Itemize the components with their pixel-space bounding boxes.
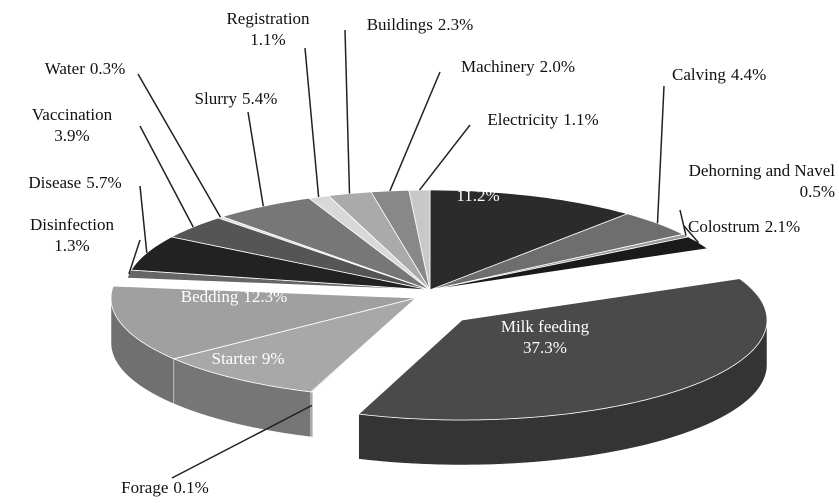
category-label: Disease	[28, 173, 81, 192]
value-label: 1.1%	[563, 110, 598, 129]
slice-label: Buildings 2.3%	[367, 15, 474, 34]
slice-label: Calving 4.4%	[672, 65, 766, 84]
value-label: 3.9%	[54, 126, 89, 145]
value-label: 2.3%	[438, 15, 473, 34]
leader-line	[683, 225, 700, 244]
slice-label: Water 0.3%	[45, 59, 126, 78]
category-label: Registration	[226, 9, 310, 28]
slice	[172, 297, 417, 393]
value-label: 5.7%	[86, 173, 121, 192]
slice	[221, 197, 431, 291]
slice-label: Starter 9%	[212, 349, 285, 368]
slice-label: Forage 0.1%	[121, 478, 209, 497]
category-label: Electricity	[487, 110, 558, 129]
value-label: 5.4%	[242, 89, 277, 108]
value-label: 0.1%	[173, 478, 208, 497]
slice-label: Labour 11.2%	[453, 165, 502, 205]
value-label: 12.3%	[243, 287, 287, 306]
value-label: 4.4%	[731, 65, 766, 84]
category-label: Colostrum	[688, 217, 760, 236]
slice-label: Milk feeding 37.3%	[501, 317, 590, 357]
leader-line	[139, 125, 194, 228]
slice-label: Registration 1.1%	[226, 9, 310, 49]
value-label: 0.5%	[800, 182, 835, 201]
value-label: 2.0%	[540, 57, 575, 76]
leader-line	[418, 124, 471, 191]
slice	[110, 285, 417, 360]
slice-side	[310, 391, 313, 438]
slice-label: Slurry 5.4%	[195, 89, 278, 108]
leader-line	[137, 73, 222, 218]
leader-line	[247, 111, 265, 207]
value-label: 11.2%	[456, 186, 499, 205]
value-label: 9%	[262, 349, 285, 368]
slice-label: Colostrum 2.1%	[688, 217, 800, 236]
value-label: 0.3%	[90, 59, 125, 78]
slice-label: Bedding 12.3%	[181, 287, 288, 306]
value-label: 1.1%	[250, 30, 285, 49]
slice	[357, 278, 768, 421]
category-label: Starter	[212, 349, 258, 368]
category-label: Water	[45, 59, 85, 78]
slice-label: Machinery 2.0%	[461, 57, 575, 76]
category-label: Buildings	[367, 15, 433, 34]
value-label: 37.3%	[523, 338, 567, 357]
slice-label: Electricity 1.1%	[487, 110, 598, 129]
leader-line	[656, 85, 665, 224]
category-label: Calving	[672, 65, 726, 84]
category-label: Bedding	[181, 287, 239, 306]
category-label: Slurry	[195, 89, 238, 108]
slice-label: Disinfection 1.3%	[30, 215, 115, 255]
leader-line	[389, 71, 441, 192]
leader-line	[344, 29, 351, 194]
slice-label: Disease 5.7%	[28, 173, 121, 192]
category-label: Machinery	[461, 57, 535, 76]
leader-line	[139, 185, 148, 253]
slice-label: Dehorning and Navel 0.5%	[689, 161, 836, 201]
value-label: 2.1%	[765, 217, 800, 236]
category-label: Milk feeding	[501, 317, 590, 336]
category-label: Labour	[453, 165, 502, 184]
leader-line	[171, 404, 313, 479]
category-label: Disinfection	[30, 215, 115, 234]
leader-line	[128, 239, 141, 275]
category-label: Forage	[121, 478, 168, 497]
value-label: 1.3%	[54, 236, 89, 255]
slice-label: Vaccination 3.9%	[32, 105, 113, 145]
leader-line	[679, 209, 687, 236]
category-label: Dehorning and Navel	[689, 161, 836, 180]
leader-line	[304, 47, 320, 197]
slice	[429, 189, 629, 291]
category-label: Vaccination	[32, 105, 113, 124]
